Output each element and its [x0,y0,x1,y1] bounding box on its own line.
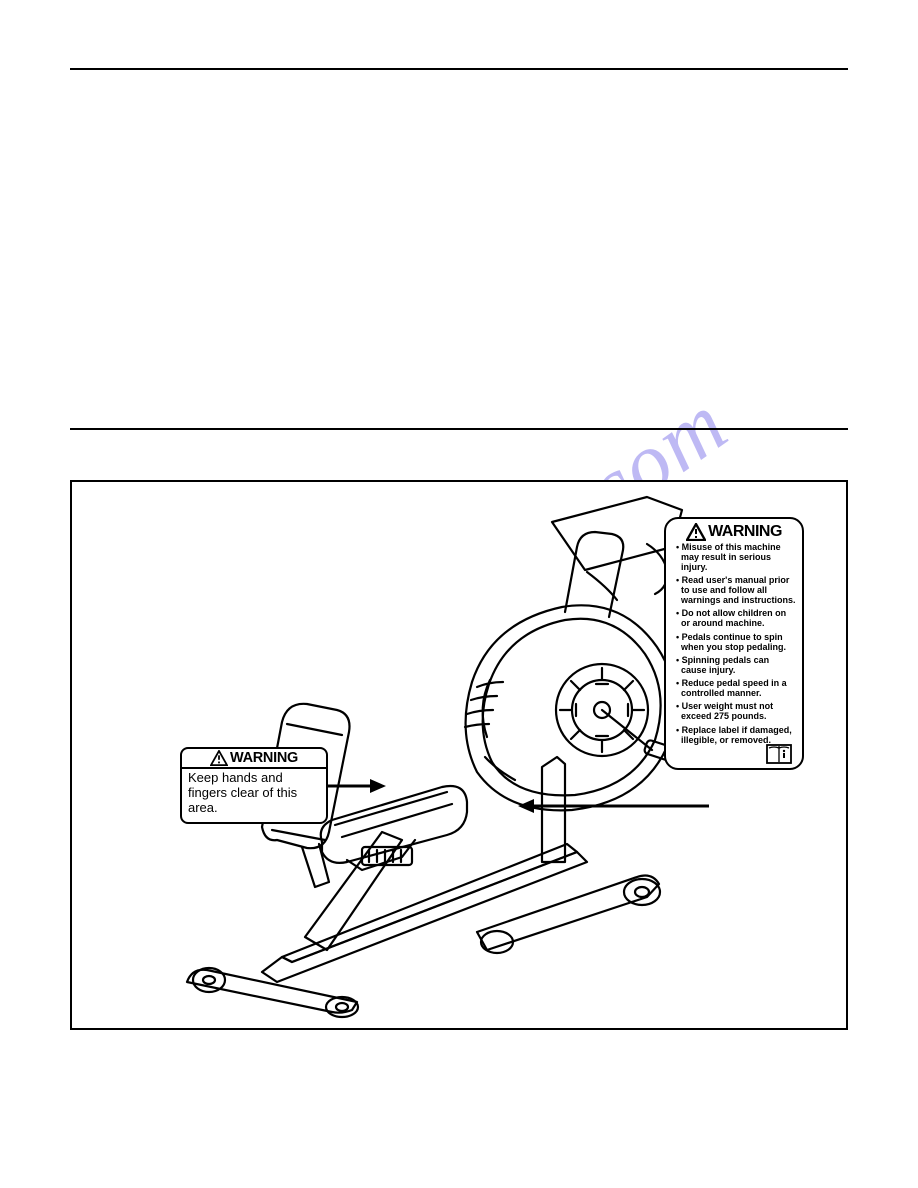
rule-middle [70,428,848,430]
warning-item: Misuse of this machine may result in ser… [676,543,796,573]
warning-small-title: WARNING [230,750,298,766]
warning-item: Spinning pedals can cause injury. [676,656,796,676]
warning-item: Pedals continue to spin when you stop pe… [676,633,796,653]
warning-small-header: WARNING [182,749,326,769]
arrow-frame-label [514,796,714,836]
manual-book-icon [766,744,792,764]
page-content: WARNING Keep hands and fingers clear of … [70,68,848,1030]
warning-triangle-icon [210,750,228,766]
warning-item-text: Replace label if damaged, illegible, or … [681,725,792,745]
warning-label-large: WARNING Misuse of this machine may resul… [664,517,804,770]
warning-large-list: Misuse of this machine may result in ser… [666,543,802,751]
arrow-pinch-point [328,774,388,804]
figure-frame: WARNING Keep hands and fingers clear of … [70,480,848,1030]
warning-large-title: WARNING [708,523,782,541]
warning-item: Do not allow children on or around machi… [676,609,796,629]
warning-triangle-icon [686,523,706,541]
warning-item: Read user's manual prior to use and foll… [676,576,796,606]
warning-item: Reduce pedal speed in a controlled manne… [676,679,796,699]
rule-top [70,68,848,70]
warning-item: Replace label if damaged, illegible, or … [676,726,796,746]
warning-item: User weight must not exceed 275 pounds. [676,702,796,722]
warning-small-body: Keep hands and fingers clear of this are… [182,769,326,822]
warning-label-small: WARNING Keep hands and fingers clear of … [180,747,328,824]
warning-large-header: WARNING [666,519,802,543]
